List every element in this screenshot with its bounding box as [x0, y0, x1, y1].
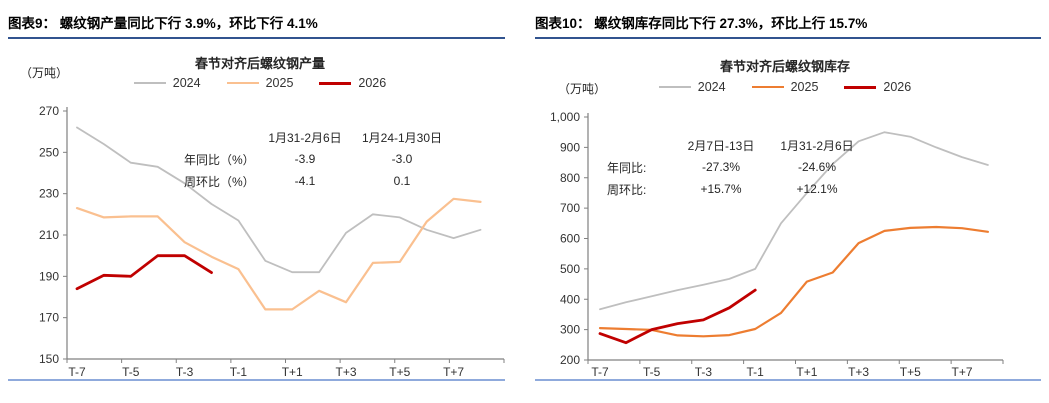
svg-text:T+3: T+3: [335, 365, 356, 379]
svg-text:T+5: T+5: [389, 365, 410, 379]
week-column-header: 1月31-2月6日: [780, 138, 854, 153]
svg-text:190: 190: [39, 269, 59, 283]
legend-line-swatch: [133, 82, 166, 84]
inventory-y-axis-unit: （万吨）: [558, 82, 607, 96]
svg-text:300: 300: [560, 323, 580, 337]
legend-label: 2026: [883, 80, 912, 94]
svg-text:250: 250: [39, 145, 59, 159]
svg-text:270: 270: [39, 104, 59, 118]
legend-item-2026: 2026: [319, 76, 386, 90]
legend-label: 2024: [172, 76, 201, 90]
table-row: 周环比（%） -4.1 0.1: [158, 170, 458, 192]
week-column-header: 2月7日-13日: [687, 138, 755, 153]
svg-text:230: 230: [39, 187, 59, 201]
legend-item-2024: 2024: [133, 76, 201, 90]
wow-row-label: 周环比（%）: [184, 174, 255, 189]
svg-text:T-1: T-1: [747, 365, 765, 379]
svg-text:150: 150: [39, 352, 59, 366]
yoy-value: -3.0: [391, 152, 413, 166]
svg-text:T-5: T-5: [122, 365, 140, 379]
legend-label: 2026: [358, 76, 387, 90]
week-column-header: 1月24-1月30日: [361, 130, 443, 145]
figure-9-caption: 图表9： 螺纹钢产量同比下行 3.9%，环比下行 4.1%: [8, 12, 505, 39]
legend-line-swatch: [226, 82, 259, 84]
svg-text:800: 800: [560, 171, 580, 185]
inventory-chart-legend: 2024 2025 2026: [575, 78, 995, 96]
table-header-row: 2月7日-13日 1月31-2月6日: [595, 134, 865, 156]
figure-bottom-rule: [8, 379, 505, 381]
svg-text:T-5: T-5: [643, 365, 661, 379]
legend-item-2025: 2025: [226, 76, 294, 90]
yoy-value: -3.9: [294, 152, 316, 166]
legend-line-swatch: [658, 86, 691, 88]
wow-value: 0.1: [393, 174, 411, 188]
svg-text:900: 900: [560, 140, 580, 154]
legend-label: 2024: [697, 80, 726, 94]
svg-text:T-7: T-7: [591, 365, 609, 379]
svg-text:T-1: T-1: [230, 365, 248, 379]
figure-10-caption: 图表10： 螺纹钢库存同比下行 27.3%，环比上行 15.7%: [535, 12, 1041, 39]
yoy-value: -24.6%: [797, 160, 837, 174]
wow-value: +12.1%: [796, 182, 838, 196]
svg-text:T+1: T+1: [796, 365, 817, 379]
svg-text:T+3: T+3: [848, 365, 869, 379]
yoy-value: -27.3%: [701, 160, 741, 174]
wow-row-label: 周环比:: [607, 182, 647, 197]
figure-bottom-rule: [535, 379, 1041, 381]
wow-value: +15.7%: [700, 182, 742, 196]
svg-text:T+1: T+1: [282, 365, 303, 379]
production-y-axis-unit: （万吨）: [20, 66, 69, 80]
svg-text:T+5: T+5: [900, 365, 921, 379]
legend-line-swatch: [319, 81, 352, 85]
table-header-row: 1月31-2月6日 1月24-1月30日: [158, 126, 458, 148]
table-row: 周环比: +15.7% +12.1%: [595, 178, 865, 200]
svg-text:T-7: T-7: [68, 365, 86, 379]
legend-item-2024: 2024: [658, 80, 726, 94]
legend-item-2025: 2025: [751, 80, 819, 94]
yoy-row-label: 年同比:: [607, 160, 647, 175]
svg-text:400: 400: [560, 292, 580, 306]
inventory-chart-title: 春节对齐后螺纹钢库存: [719, 59, 850, 74]
figure-block-10: 图表10： 螺纹钢库存同比下行 27.3%，环比上行 15.7% 春节对齐后螺纹…: [525, 0, 1049, 403]
figure-block-9: 图表9： 螺纹钢产量同比下行 3.9%，环比下行 4.1% 春节对齐后螺纹钢产量…: [0, 0, 524, 403]
table-row: 年同比（%） -3.9 -3.0: [158, 148, 458, 170]
production-chart-title: 春节对齐后螺纹钢产量: [194, 56, 325, 71]
svg-text:210: 210: [39, 228, 59, 242]
svg-text:700: 700: [560, 201, 580, 215]
production-chart-legend: 2024 2025 2026: [50, 74, 470, 92]
svg-text:500: 500: [560, 262, 580, 276]
legend-label: 2025: [265, 76, 294, 90]
wow-value: -4.1: [294, 174, 316, 188]
svg-text:T+7: T+7: [443, 365, 464, 379]
svg-text:T+7: T+7: [951, 365, 972, 379]
table-row: 年同比: -27.3% -24.6%: [595, 156, 865, 178]
yoy-row-label: 年同比（%）: [184, 152, 255, 167]
inventory-comparison-table: 2月7日-13日 1月31-2月6日 年同比: -27.3% -24.6% 周环…: [595, 134, 865, 200]
legend-label: 2025: [790, 80, 819, 94]
legend-line-swatch: [751, 86, 784, 88]
svg-text:600: 600: [560, 232, 580, 246]
svg-text:1,000: 1,000: [550, 110, 580, 124]
svg-text:170: 170: [39, 311, 59, 325]
legend-line-swatch: [844, 85, 877, 89]
svg-text:T-3: T-3: [695, 365, 713, 379]
week-column-header: 1月31-2月6日: [268, 130, 342, 145]
svg-text:T-3: T-3: [176, 365, 194, 379]
legend-item-2026: 2026: [844, 80, 911, 94]
svg-text:200: 200: [560, 353, 580, 367]
production-comparison-table: 1月31-2月6日 1月24-1月30日 年同比（%） -3.9 -3.0 周环…: [158, 126, 458, 192]
